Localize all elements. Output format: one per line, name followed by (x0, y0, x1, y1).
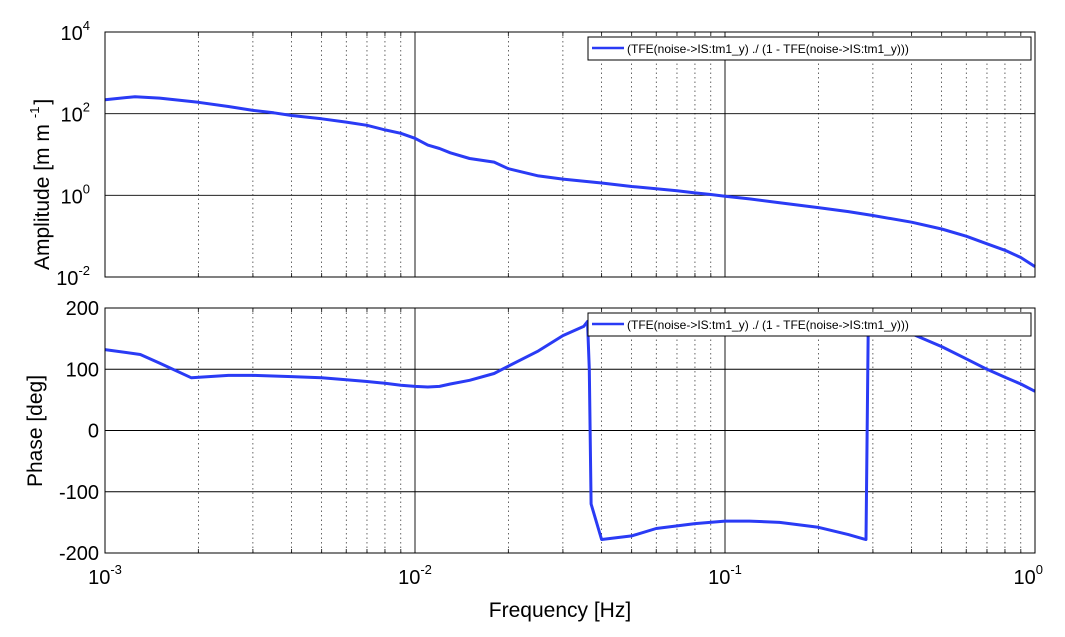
amplitude-panel: 10-2 100 102 104 Amplitude [m m-1] (TFE(noi… (27, 18, 1036, 290)
amplitude-plot-area (105, 32, 1035, 277)
phase-legend-label: (TFE(noise->IS:tm1_y) ./ (1 - TFE(noise-… (627, 318, 909, 332)
amplitude-series-line (104, 95, 1036, 268)
x-tick-label: 10-2 (398, 562, 432, 589)
amplitude-y-tick-label: 104 (61, 18, 90, 45)
phase-y-tick-label: 0 (88, 421, 99, 443)
phase-y-tick-label: -200 (59, 543, 99, 565)
amplitude-series (104, 95, 1036, 268)
phase-y-tick-labels: -200 -100 0 100 200 (59, 298, 99, 565)
x-axis-label: Frequency [Hz] (489, 599, 631, 622)
x-tick-label: 100 (1014, 562, 1043, 589)
phase-tick-marks (197, 308, 1022, 553)
amplitude-legend-label: (TFE(noise->IS:tm1_y) ./ (1 - TFE(noise-… (627, 42, 909, 56)
amplitude-legend: (TFE(noise->IS:tm1_y) ./ (1 - TFE(noise-… (587, 36, 1032, 61)
phase-x-tick-labels: 10-3 10-2 10-1 100 (88, 562, 1043, 589)
amplitude-tick-marks (197, 32, 1022, 277)
amplitude-legend-box (587, 36, 1032, 61)
x-tick-label: 10-3 (88, 562, 122, 589)
amplitude-y-tick-label: 102 (61, 100, 90, 127)
phase-panel: -200 -100 0 100 200 10-3 10-2 10-1 100 Phase [d… (24, 298, 1043, 622)
amplitude-y-tick-labels: 10-2 100 102 104 (56, 18, 90, 290)
phase-legend: (TFE(noise->IS:tm1_y) ./ (1 - TFE(noise-… (587, 312, 1032, 337)
amplitude-axes-box (104, 31, 1036, 278)
phase-legend-box (587, 312, 1032, 337)
x-tick-label: 10-1 (708, 562, 742, 589)
amplitude-y-tick-label: 10-2 (56, 263, 90, 290)
phase-axes-box (104, 307, 1036, 554)
phase-y-tick-label: 100 (66, 359, 99, 381)
phase-y-tick-label: 200 (66, 298, 99, 320)
amplitude-y-axis-label: Amplitude [m m-1] (27, 99, 54, 270)
amplitude-y-tick-label: 100 (61, 181, 90, 208)
phase-y-tick-label: -100 (59, 482, 99, 504)
phase-y-axis-label: Phase [deg] (24, 375, 47, 487)
